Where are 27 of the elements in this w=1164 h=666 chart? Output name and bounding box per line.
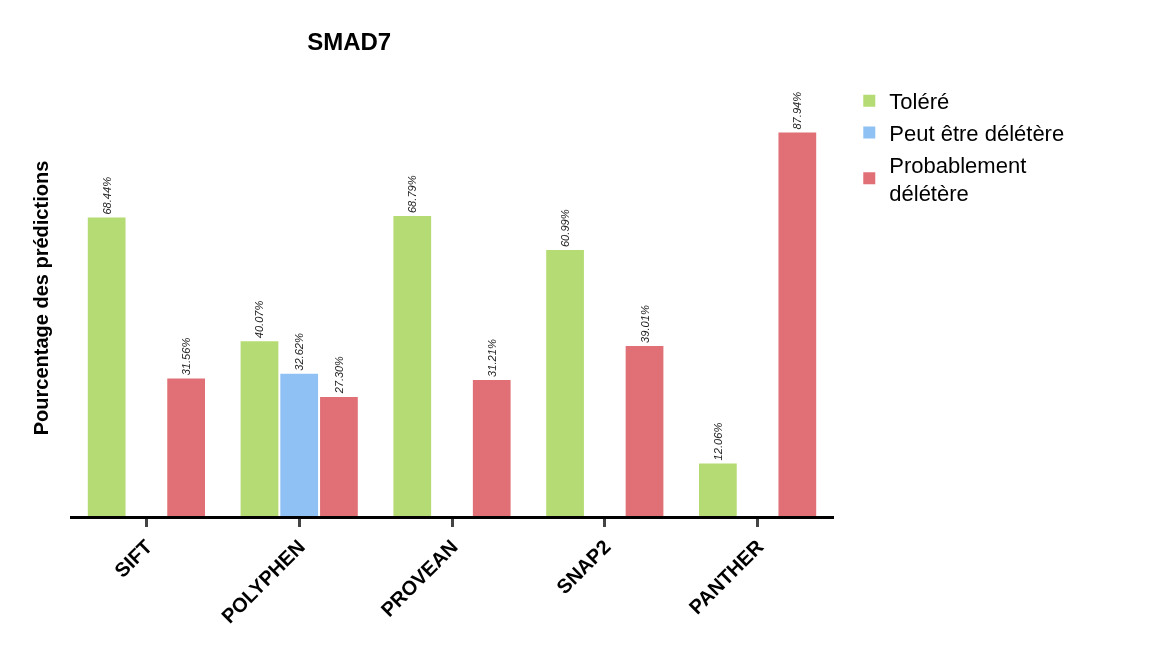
bar [240, 341, 279, 516]
data-label: 68.44% [100, 176, 113, 215]
data-label: 27.30% [332, 355, 345, 395]
bar [167, 378, 205, 516]
data-label: 31.56% [180, 337, 193, 376]
data-label: 39.01% [638, 305, 651, 343]
y-axis-title: Pourcentage des prédictions [29, 160, 52, 436]
data-label: 40.07% [253, 300, 266, 339]
legend-label: Toléré [889, 89, 950, 115]
data-label: 60.99% [559, 209, 572, 248]
bar [393, 216, 432, 516]
bar [625, 345, 664, 516]
chart-title: SMAD7 [307, 28, 392, 56]
bar [778, 132, 817, 516]
legend-label: Peut être délétère [889, 120, 1065, 146]
bar [280, 373, 319, 516]
data-label: 31.21% [485, 339, 498, 377]
bar [472, 379, 511, 516]
data-label: 87.94% [791, 91, 804, 130]
bar [87, 217, 126, 516]
data-label: 68.79% [406, 175, 419, 214]
data-label: 12.06% [711, 422, 724, 461]
bar [320, 396, 358, 516]
data-label: 32.62% [293, 332, 306, 371]
bar [546, 250, 584, 516]
legend-label: Probablement délétère [889, 152, 1027, 207]
bar [699, 463, 737, 516]
